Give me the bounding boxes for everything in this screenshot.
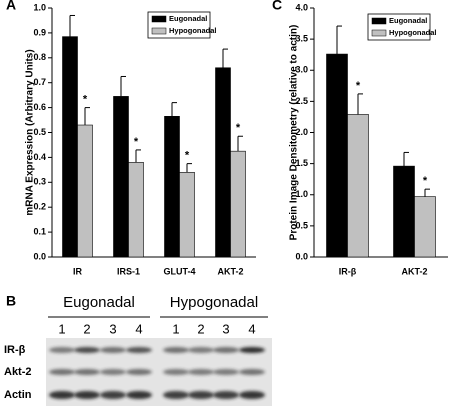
- x-tick-label: AKT-2: [217, 266, 243, 276]
- significance-marker: *: [356, 80, 361, 92]
- y-axis-label: mRNA Expression (Arbitrary Units): [25, 49, 36, 215]
- x-tick-label: IR: [73, 266, 83, 276]
- blot-band: [188, 369, 214, 375]
- x-tick-label: IRS-1: [117, 266, 140, 276]
- significance-marker: *: [134, 136, 139, 148]
- row-label: Actin: [4, 389, 32, 401]
- blot-band: [49, 369, 75, 375]
- bar: [62, 36, 78, 258]
- lane-label: 3: [109, 321, 116, 336]
- bar: [179, 172, 195, 258]
- significance-marker: *: [185, 150, 190, 162]
- y-tick-label: 2.0: [295, 127, 308, 137]
- blot-band: [126, 369, 152, 375]
- blot-band: [100, 391, 126, 399]
- y-tick-label: 0.0: [295, 251, 308, 261]
- lane-label: 4: [135, 321, 142, 336]
- legend-label: Hypogonadal: [169, 26, 217, 35]
- y-tick-label: 0.1: [33, 226, 46, 236]
- bar: [393, 165, 415, 258]
- significance-marker: *: [423, 175, 428, 187]
- blot-band: [213, 369, 239, 375]
- lane-label: 1: [172, 321, 179, 336]
- legend-swatch: [151, 27, 167, 35]
- y-tick-label: 3.0: [295, 65, 308, 75]
- significance-marker: *: [236, 122, 241, 134]
- blot-band: [74, 347, 100, 353]
- blot-band: [188, 391, 214, 399]
- y-tick-label: 2.5: [295, 96, 308, 106]
- bar: [215, 67, 231, 258]
- blot-band: [126, 347, 152, 353]
- y-tick-label: 0.5: [33, 127, 46, 137]
- group-label: Hypogonadal: [170, 294, 258, 311]
- bar: [347, 114, 369, 258]
- significance-marker: *: [83, 94, 88, 106]
- y-tick-label: 1.5: [295, 158, 308, 168]
- y-tick-label: 0.5: [295, 220, 308, 230]
- blot-band: [74, 391, 100, 399]
- y-tick-label: 0.3: [33, 177, 46, 187]
- panel-label: A: [6, 0, 16, 13]
- panel-label: B: [6, 293, 16, 309]
- bar: [128, 162, 144, 258]
- y-tick-label: 0.4: [33, 152, 46, 162]
- legend-swatch: [151, 15, 167, 23]
- lane-label: 4: [248, 321, 255, 336]
- blot-band: [49, 347, 75, 353]
- blot-band: [163, 391, 189, 399]
- blot-band: [213, 347, 239, 353]
- legend-label: Hypogonadal: [389, 28, 437, 37]
- blot-band: [239, 369, 265, 375]
- y-tick-label: 0.2: [33, 202, 46, 212]
- blot-band: [163, 347, 189, 353]
- blot-band: [213, 391, 239, 399]
- y-tick-label: 0.6: [33, 102, 46, 112]
- legend-swatch: [371, 17, 387, 25]
- lane-label: 2: [197, 321, 204, 336]
- legend-label: Eugonadal: [169, 14, 207, 23]
- blot-band: [100, 369, 126, 375]
- y-tick-label: 0.8: [33, 52, 46, 62]
- x-tick-label: GLUT-4: [163, 266, 195, 276]
- blot-band: [126, 391, 152, 399]
- legend-swatch: [371, 29, 387, 37]
- lane-label: 3: [222, 321, 229, 336]
- row-label: Akt-2: [4, 366, 32, 378]
- blot-band: [163, 369, 189, 375]
- bar: [414, 196, 436, 258]
- bar: [164, 116, 180, 258]
- blot-band: [239, 391, 265, 399]
- y-tick-label: 3.5: [295, 34, 308, 44]
- legend-label: Eugonadal: [389, 16, 427, 25]
- lane-label: 1: [58, 321, 65, 336]
- row-label: IR-β: [4, 344, 26, 356]
- x-tick-label: IR-β: [339, 266, 357, 276]
- y-tick-label: 1.0: [33, 2, 46, 12]
- lane-label: 2: [83, 321, 90, 336]
- y-tick-label: 0.9: [33, 27, 46, 37]
- panel-label: C: [272, 0, 282, 13]
- blot-band: [188, 347, 214, 353]
- x-tick-label: AKT-2: [401, 266, 427, 276]
- y-tick-label: 0.0: [33, 251, 46, 261]
- blot-band: [49, 391, 75, 399]
- bar: [77, 124, 93, 258]
- y-tick-label: 0.7: [33, 77, 46, 87]
- y-tick-label: 4.0: [295, 2, 308, 12]
- bar: [113, 96, 129, 258]
- bar: [326, 53, 348, 258]
- group-label: Eugonadal: [63, 294, 135, 311]
- y-tick-label: 1.0: [295, 189, 308, 199]
- bar: [230, 150, 246, 258]
- blot-band: [74, 369, 100, 375]
- blot-band: [239, 347, 265, 353]
- blot-band: [100, 347, 126, 353]
- y-axis-label: Protein Image Densitometry (relative to …: [289, 25, 300, 241]
